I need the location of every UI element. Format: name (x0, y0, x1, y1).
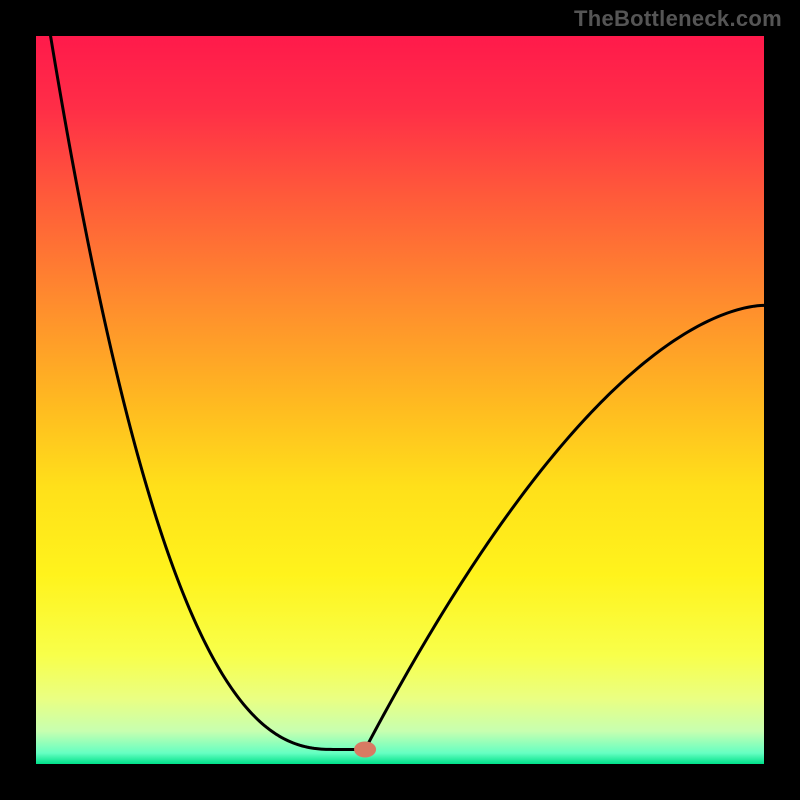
bottleneck-chart (0, 0, 800, 800)
plot-background (36, 36, 764, 764)
watermark-text: TheBottleneck.com (574, 6, 782, 32)
minimum-marker (354, 741, 376, 757)
